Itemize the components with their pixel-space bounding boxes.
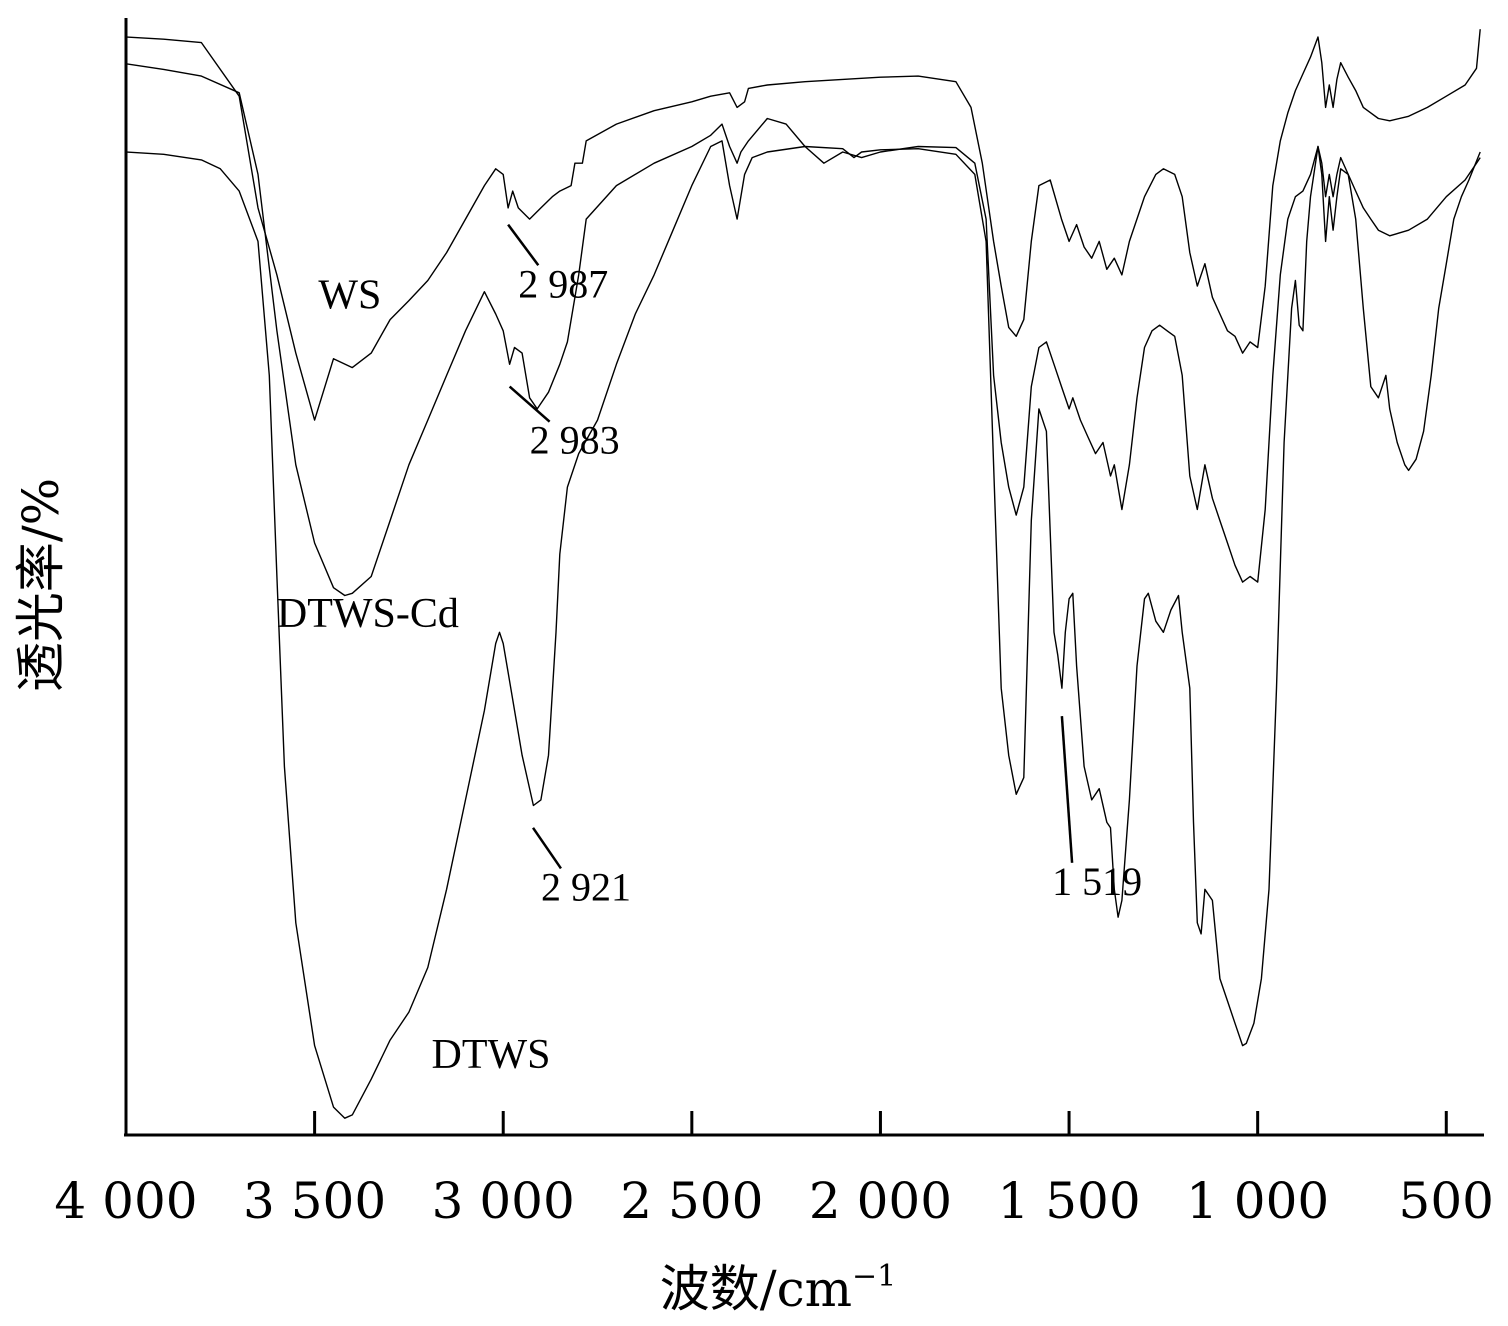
annotation-leader: [508, 385, 551, 423]
x-axis-title: 波数/cm−1: [660, 1259, 897, 1318]
series-line-dtws-cd: [125, 63, 1481, 597]
annotation-label: 1 519: [1052, 859, 1142, 904]
x-tick-label: 1 500: [997, 1172, 1140, 1230]
x-axis-title-text: 波数/cm: [660, 1260, 852, 1318]
x-tick-label: 500: [1399, 1172, 1494, 1230]
series-lines: [125, 29, 1481, 1119]
peak-annotations: 2 987 2 983 2 921 1 519: [507, 223, 1142, 909]
x-tick-label: 3 500: [243, 1172, 386, 1230]
x-tick-label: 2 000: [809, 1172, 952, 1230]
annotation-leader: [531, 827, 562, 870]
annotation-label: 2 983: [530, 418, 620, 463]
annotation-label: 2 921: [541, 864, 631, 909]
x-tick-label: 1 000: [1186, 1172, 1329, 1230]
series-line-dtws: [125, 140, 1481, 1119]
series-label: DTWS-Cd: [277, 591, 459, 637]
annotation-leader: [1060, 716, 1074, 863]
annotation-label: 2 987: [518, 261, 608, 306]
x-tick-label: 3 000: [432, 1172, 575, 1230]
annotation-leader: [507, 223, 540, 266]
x-ticks: 4 000 3 500 3 000 2 500 2 000 1 500 1 000 500: [54, 1111, 1494, 1230]
y-axis-title: 透光率/%: [12, 478, 70, 692]
x-tick-label: 2 500: [620, 1172, 763, 1230]
series-label: DTWS: [432, 1032, 551, 1078]
series-line-ws: [125, 29, 1481, 421]
x-tick-label: 4 000: [54, 1172, 197, 1230]
x-axis-title-sup: −1: [852, 1259, 896, 1294]
series-labels: WS DTWS-Cd DTWS: [277, 272, 551, 1078]
series-label: WS: [318, 272, 381, 318]
